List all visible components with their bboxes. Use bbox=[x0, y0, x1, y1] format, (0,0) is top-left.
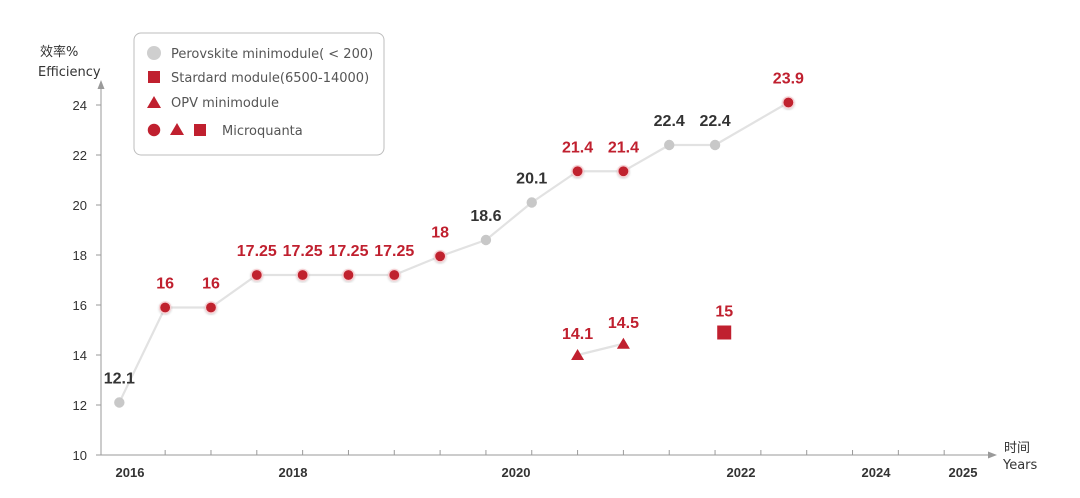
legend-label-opv: OPV minimodule bbox=[171, 96, 279, 111]
legend-square-red-icon bbox=[148, 71, 160, 83]
x-axis-arrow bbox=[988, 451, 997, 459]
y-axis-title-en: Efficiency bbox=[38, 65, 101, 80]
data-label: 17.25 bbox=[328, 243, 368, 260]
x-tick-label: 2024 bbox=[862, 465, 892, 480]
data-point-triangle bbox=[616, 337, 630, 349]
y-axis-title-cn: 效率% bbox=[40, 44, 78, 60]
data-point-circle bbox=[114, 397, 125, 408]
axes bbox=[97, 80, 997, 459]
legend-triangle-red-icon-2 bbox=[170, 123, 184, 135]
data-point-circle bbox=[664, 139, 675, 151]
data-label: 21.4 bbox=[562, 139, 593, 156]
x-tick-label: 2022 bbox=[727, 465, 756, 480]
y-tick-label: 24 bbox=[73, 98, 87, 113]
data-point-circle bbox=[782, 96, 795, 109]
y-tick-label: 12 bbox=[73, 398, 87, 413]
data-point-circle bbox=[342, 268, 355, 282]
legend-circle-red-icon bbox=[146, 122, 162, 138]
x-tick-label: 2025 bbox=[949, 465, 978, 480]
data-point-circle bbox=[480, 234, 492, 246]
data-label: 14.1 bbox=[562, 326, 593, 343]
data-label: 14.5 bbox=[608, 315, 639, 332]
y-tick-label: 16 bbox=[73, 298, 87, 313]
y-tick-label: 18 bbox=[73, 248, 87, 263]
data-labels: 12.1 16 16 17.25 17.25 17.25 17.25 18 18.6 20.1 21… bbox=[104, 71, 804, 388]
data-label: 16 bbox=[202, 276, 220, 293]
legend-triangle-red-icon bbox=[147, 96, 161, 108]
data-label: 22.4 bbox=[654, 113, 685, 130]
data-label: 17.25 bbox=[374, 243, 414, 260]
data-point-triangle bbox=[571, 349, 585, 360]
data-label: 20.1 bbox=[516, 171, 547, 188]
data-label: 22.4 bbox=[699, 113, 730, 130]
data-label: 18.6 bbox=[470, 208, 501, 225]
data-label: 18 bbox=[431, 224, 449, 241]
x-axis-title-cn: 时间 bbox=[1004, 441, 1030, 456]
data-point-circle bbox=[296, 268, 309, 282]
legend-label-standard-module: Stardard module(6500-14000) bbox=[171, 71, 369, 86]
data-point-circle bbox=[709, 139, 721, 151]
data-point-circle bbox=[158, 301, 172, 314]
data-point-circle bbox=[526, 197, 537, 208]
x-tick-label: 2018 bbox=[279, 465, 308, 480]
y-axis-arrow bbox=[97, 80, 105, 89]
legend: Perovskite minimodule( < 200) Stardard m… bbox=[133, 32, 385, 156]
data-point-circle bbox=[250, 268, 264, 282]
data-label: 15 bbox=[715, 304, 733, 321]
data-point-circle bbox=[617, 164, 630, 178]
data-label: 23.9 bbox=[773, 71, 804, 88]
data-label: 21.4 bbox=[608, 139, 639, 156]
data-point-square bbox=[717, 325, 732, 340]
series-line bbox=[577, 342, 624, 357]
legend-label-perovskite: Perovskite minimodule( < 200) bbox=[171, 47, 373, 62]
y-ticks: 10 12 14 16 18 20 22 24 bbox=[73, 98, 101, 463]
data-label: 17.25 bbox=[237, 243, 277, 260]
y-tick-label: 20 bbox=[73, 198, 87, 213]
data-point-circle bbox=[204, 301, 218, 314]
y-tick-label: 10 bbox=[73, 448, 87, 463]
data-label: 12.1 bbox=[104, 371, 135, 388]
y-tick-label: 22 bbox=[73, 148, 87, 163]
x-axis-title-en: Years bbox=[1002, 458, 1038, 473]
data-point-circle bbox=[387, 268, 401, 282]
data-label: 16 bbox=[156, 276, 174, 293]
data-point-circle bbox=[433, 249, 447, 263]
x-tick-label: 2016 bbox=[116, 465, 145, 480]
y-tick-label: 14 bbox=[73, 348, 87, 363]
legend-circle-gray-icon bbox=[147, 46, 161, 60]
x-ticks: 2016 2018 2020 2022 2024 2025 bbox=[116, 450, 978, 480]
data-point-circle bbox=[571, 164, 584, 178]
x-tick-label: 2020 bbox=[502, 465, 531, 480]
legend-square-red-icon-2 bbox=[194, 124, 206, 136]
series-markers bbox=[114, 96, 795, 408]
legend-label-microquanta: Microquanta bbox=[222, 124, 303, 139]
data-label: 17.25 bbox=[283, 243, 323, 260]
